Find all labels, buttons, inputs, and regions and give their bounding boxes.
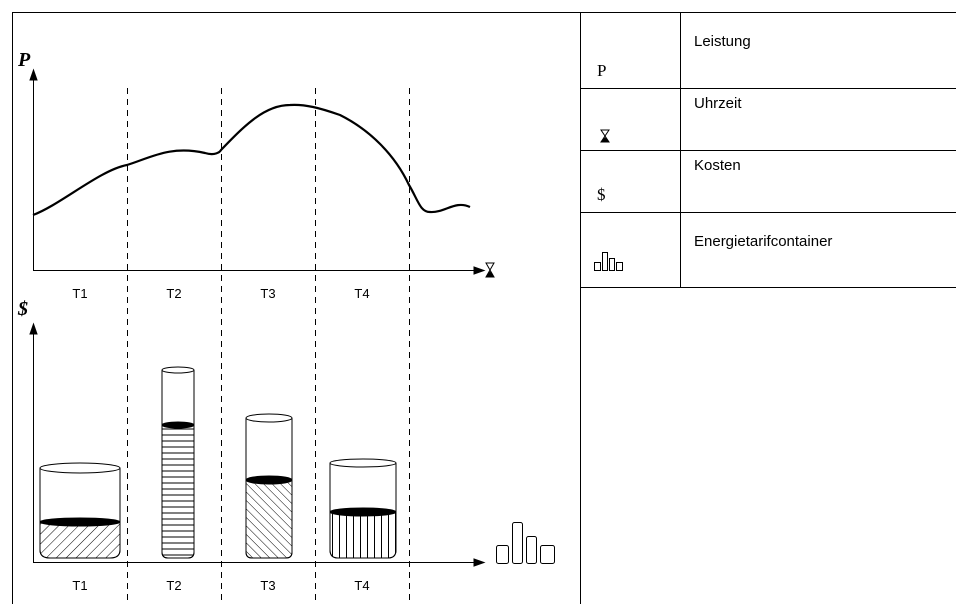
legend-symbol: $ (597, 185, 606, 204)
period-label: T1 (72, 578, 87, 593)
cost-axes (29, 322, 486, 567)
legend-label: Leistung (694, 33, 751, 50)
cost-axis-label: $ (17, 298, 28, 320)
power-curve (32, 103, 471, 217)
period-label: T2 (166, 286, 181, 301)
period-dividers (127, 88, 410, 600)
period-label: T3 (260, 578, 275, 593)
containers-icon (594, 252, 623, 271)
legend-label: Energietarifcontainer (694, 233, 832, 250)
hourglass-icon (485, 262, 495, 278)
hourglass-icon (600, 129, 610, 143)
period-label: T4 (354, 286, 369, 301)
period-label: T3 (260, 286, 275, 301)
diagram-frame (12, 12, 581, 604)
legend-symbol: P (597, 61, 606, 80)
period-label: T2 (166, 578, 181, 593)
tariff-containers (39, 366, 397, 559)
containers-icon (496, 522, 555, 564)
period-label: T1 (72, 286, 87, 301)
period-label: T4 (354, 578, 369, 593)
legend-table (580, 12, 956, 288)
legend-label: Uhrzeit (694, 95, 742, 112)
power-axis-label: P (17, 49, 31, 71)
power-axes (29, 68, 486, 275)
legend-label: Kosten (694, 157, 741, 174)
